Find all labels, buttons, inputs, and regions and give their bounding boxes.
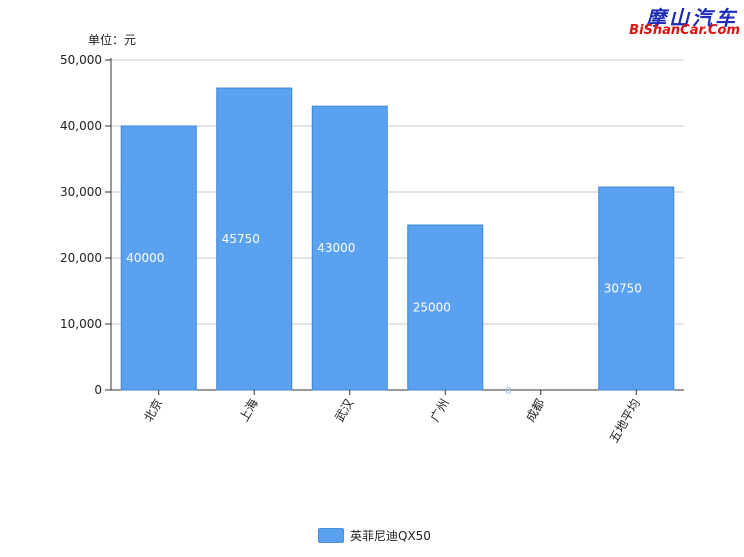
bar bbox=[311, 105, 388, 391]
x-category-label: 五地平均 bbox=[607, 397, 643, 446]
legend[interactable]: 英菲尼迪QX50 bbox=[318, 527, 431, 544]
bar-data-label: 45750 bbox=[222, 232, 260, 246]
bar-data-label: 25000 bbox=[413, 301, 451, 315]
y-tick-label: 10,000 bbox=[60, 317, 102, 331]
legend-swatch bbox=[318, 528, 344, 543]
y-axis-unit-label: 单位：元 bbox=[88, 33, 137, 47]
y-tick-label: 0 bbox=[94, 383, 102, 397]
y-tick-label: 40,000 bbox=[60, 119, 102, 133]
x-category-label: 广州 bbox=[428, 397, 452, 425]
bar-data-label: 0 bbox=[505, 386, 511, 397]
x-category-label: 武汉 bbox=[332, 397, 356, 425]
watermark-chinese: 摩山汽车 bbox=[646, 6, 738, 30]
legend-label: 英菲尼迪QX50 bbox=[350, 529, 431, 543]
watermark-url: BiShanCar.Com bbox=[629, 23, 740, 38]
y-tick-label: 30,000 bbox=[60, 185, 102, 199]
bar-data-label: 43000 bbox=[317, 241, 355, 255]
bar bbox=[407, 224, 484, 391]
bar-data-label: 40000 bbox=[126, 251, 164, 265]
x-category-label: 上海 bbox=[236, 396, 261, 424]
bar bbox=[120, 125, 197, 391]
bar bbox=[598, 186, 675, 391]
x-category-label: 成都 bbox=[523, 397, 547, 425]
x-category-label: 北京 bbox=[141, 397, 165, 425]
y-tick-label: 20,000 bbox=[60, 251, 102, 265]
bar-data-label: 30750 bbox=[604, 282, 642, 296]
y-tick-label: 50,000 bbox=[60, 53, 102, 67]
